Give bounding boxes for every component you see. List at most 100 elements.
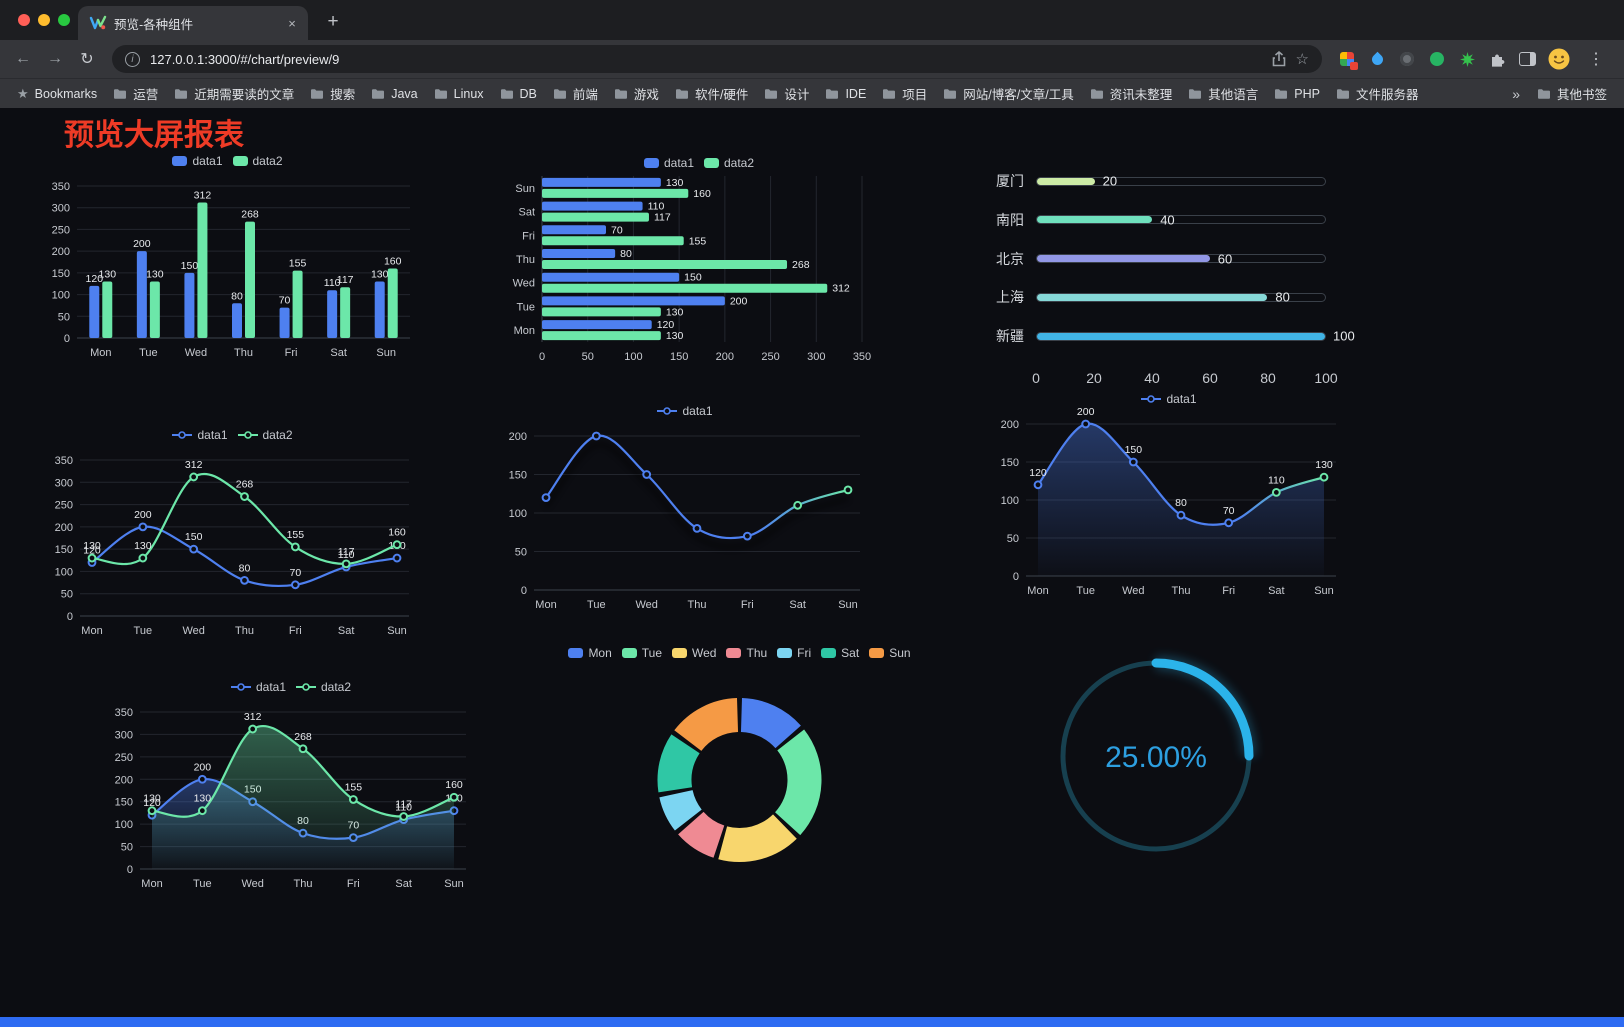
legend-item[interactable]: data2 — [704, 156, 754, 170]
bookmark-item[interactable]: Java — [364, 84, 424, 104]
share-icon[interactable] — [1272, 50, 1286, 67]
bookmark-label: Bookmarks — [34, 86, 98, 101]
svg-text:120: 120 — [1029, 467, 1047, 479]
bookmark-item[interactable]: 文件服务器 — [1329, 81, 1426, 106]
other-bookmarks-button[interactable]: 其他书签 — [1530, 81, 1614, 106]
bookmark-item[interactable]: 项目 — [875, 81, 934, 106]
bookmark-item[interactable]: 资讯未整理 — [1083, 81, 1180, 106]
bookmark-item[interactable]: 软件/硬件 — [668, 81, 755, 106]
legend-item[interactable]: data2 — [237, 428, 293, 442]
bookmark-label: 运营 — [133, 88, 159, 102]
bookmark-item[interactable]: DB — [493, 84, 544, 104]
bookmark-item[interactable]: 网站/博客/文章/工具 — [936, 81, 1080, 106]
side-panel-button[interactable] — [1518, 50, 1536, 68]
window-minimize-button[interactable] — [38, 14, 50, 26]
legend-item[interactable]: Sun — [869, 646, 911, 660]
svg-text:150: 150 — [1001, 457, 1019, 469]
gradient-line-legend: data1 — [494, 402, 876, 420]
svg-text:80: 80 — [1175, 497, 1187, 509]
svg-text:Tue: Tue — [134, 625, 153, 637]
legend-item[interactable]: Wed — [672, 646, 716, 660]
svg-text:110: 110 — [648, 201, 665, 213]
url-text[interactable]: 127.0.0.1:3000/#/chart/preview/9 — [150, 51, 340, 67]
bookmark-item[interactable]: 设计 — [757, 81, 816, 106]
svg-text:250: 250 — [761, 351, 779, 363]
bookmarks-overflow-chevron[interactable]: » — [1512, 85, 1520, 102]
page-content: 预览大屏报表 data1 data2 0 50 100 150 200 250 300 350 Mo… — [0, 108, 1624, 1027]
legend-label: data2 — [262, 428, 293, 442]
back-icon: ← — [15, 50, 31, 67]
legend-item[interactable]: Fri — [777, 646, 811, 660]
legend-item[interactable]: data1 — [657, 404, 713, 418]
legend-swatch — [704, 158, 719, 168]
legend-item[interactable]: Thu — [726, 646, 767, 660]
progress-value: 20 — [1102, 173, 1118, 189]
two-series-area-legend: data1 data2 — [100, 678, 482, 696]
svg-text:Sun: Sun — [515, 183, 535, 195]
menu-icon[interactable]: ⋮ — [1588, 51, 1604, 68]
legend-item[interactable]: data1 — [230, 680, 286, 694]
svg-text:117: 117 — [337, 274, 354, 286]
gradient-line-chart: data1 0 50 100 150 200 Mon Tue Wed Thu Fri Sat Sun — [494, 402, 876, 616]
forward-button[interactable]: → — [40, 44, 70, 74]
grouped-bar-plot: 0 50 100 150 200 250 300 350 Mon 120 130 Tue 200 130 W… — [35, 170, 420, 364]
green-circle-icon — [1430, 52, 1444, 66]
bookmark-item[interactable]: ★ Bookmarks — [10, 83, 104, 105]
reload-button[interactable]: ↻ — [72, 44, 102, 74]
legend-item[interactable]: Sat — [821, 646, 859, 660]
folder-icon — [826, 88, 839, 99]
bookmarks-star-icon: ★ — [17, 85, 29, 101]
progress-label: 新疆 — [996, 328, 1024, 345]
back-button[interactable]: ← — [8, 44, 38, 74]
browser-titlebar: 预览-各种组件 × + — [0, 0, 1624, 40]
bookmark-item[interactable]: 游戏 — [607, 81, 666, 106]
legend-item[interactable]: data2 — [296, 680, 351, 694]
window-close-button[interactable] — [18, 14, 30, 26]
legend-item[interactable]: data2 — [232, 154, 283, 168]
bookmark-item[interactable]: PHP — [1267, 84, 1327, 104]
bookmark-item[interactable]: 搜索 — [303, 81, 362, 106]
new-tab-button[interactable]: + — [327, 11, 339, 32]
bookmark-label: 网站/博客/文章/工具 — [963, 88, 1074, 102]
legend-item[interactable]: Mon — [568, 646, 612, 660]
legend-label: Fri — [797, 646, 812, 660]
bookmark-item[interactable]: 其他语言 — [1181, 81, 1265, 106]
browser-tab[interactable]: 预览-各种组件 × — [78, 6, 308, 40]
legend-item[interactable]: data1 — [172, 154, 223, 168]
extension-icon-drop[interactable] — [1368, 50, 1386, 68]
side-panel-icon — [1518, 52, 1536, 66]
legend-item[interactable]: Tue — [621, 646, 662, 660]
svg-text:200: 200 — [115, 774, 133, 786]
bookmark-item[interactable]: Linux — [427, 84, 491, 104]
bookmark-item[interactable]: 运营 — [106, 81, 165, 106]
bookmark-item[interactable]: 近期需要读的文章 — [167, 81, 301, 106]
legend-label: data1 — [197, 428, 228, 442]
extension-icon-gray[interactable] — [1398, 50, 1416, 68]
tab-close-icon[interactable]: × — [288, 15, 296, 31]
profile-avatar[interactable] — [1548, 48, 1570, 70]
browser-toolbar: ← → ↻ i 127.0.0.1:3000/#/chart/preview/9… — [0, 40, 1624, 78]
address-bar[interactable]: i 127.0.0.1:3000/#/chart/preview/9 ☆ — [112, 45, 1322, 73]
info-icon[interactable]: i — [125, 51, 140, 67]
extension-icon-colorful[interactable] — [1338, 50, 1358, 70]
svg-text:Tue: Tue — [1076, 585, 1095, 597]
legend-item[interactable]: data1 — [643, 156, 694, 170]
legend-item[interactable]: data1 — [172, 428, 228, 442]
svg-text:312: 312 — [194, 190, 212, 202]
bookmark-label: 设计 — [784, 88, 810, 102]
extensions-puzzle-icon[interactable] — [1488, 50, 1506, 68]
bookmark-item[interactable]: IDE — [818, 84, 873, 104]
svg-text:117: 117 — [395, 799, 412, 811]
bookmark-star-icon[interactable]: ☆ — [1295, 51, 1309, 68]
extension-icon-green[interactable] — [1428, 50, 1446, 68]
svg-text:200: 200 — [194, 761, 212, 773]
two-series-area-plot: 0 50 100 150 200 250 300 350 Mon Tue Wed Thu Fri Sat S… — [100, 696, 482, 895]
area-line-chart: data1 0 50 100 150 200 Mon Tue Wed Thu Fri Sat Sun 12… — [986, 390, 1352, 602]
svg-text:Wed: Wed — [1122, 585, 1144, 597]
extension-icon-star[interactable] — [1458, 50, 1476, 68]
progress-fill — [1037, 332, 1325, 340]
window-zoom-button[interactable] — [58, 14, 70, 26]
legend-swatch — [643, 158, 659, 168]
legend-item[interactable]: data1 — [1141, 392, 1197, 406]
bookmark-item[interactable]: 前端 — [546, 81, 605, 106]
